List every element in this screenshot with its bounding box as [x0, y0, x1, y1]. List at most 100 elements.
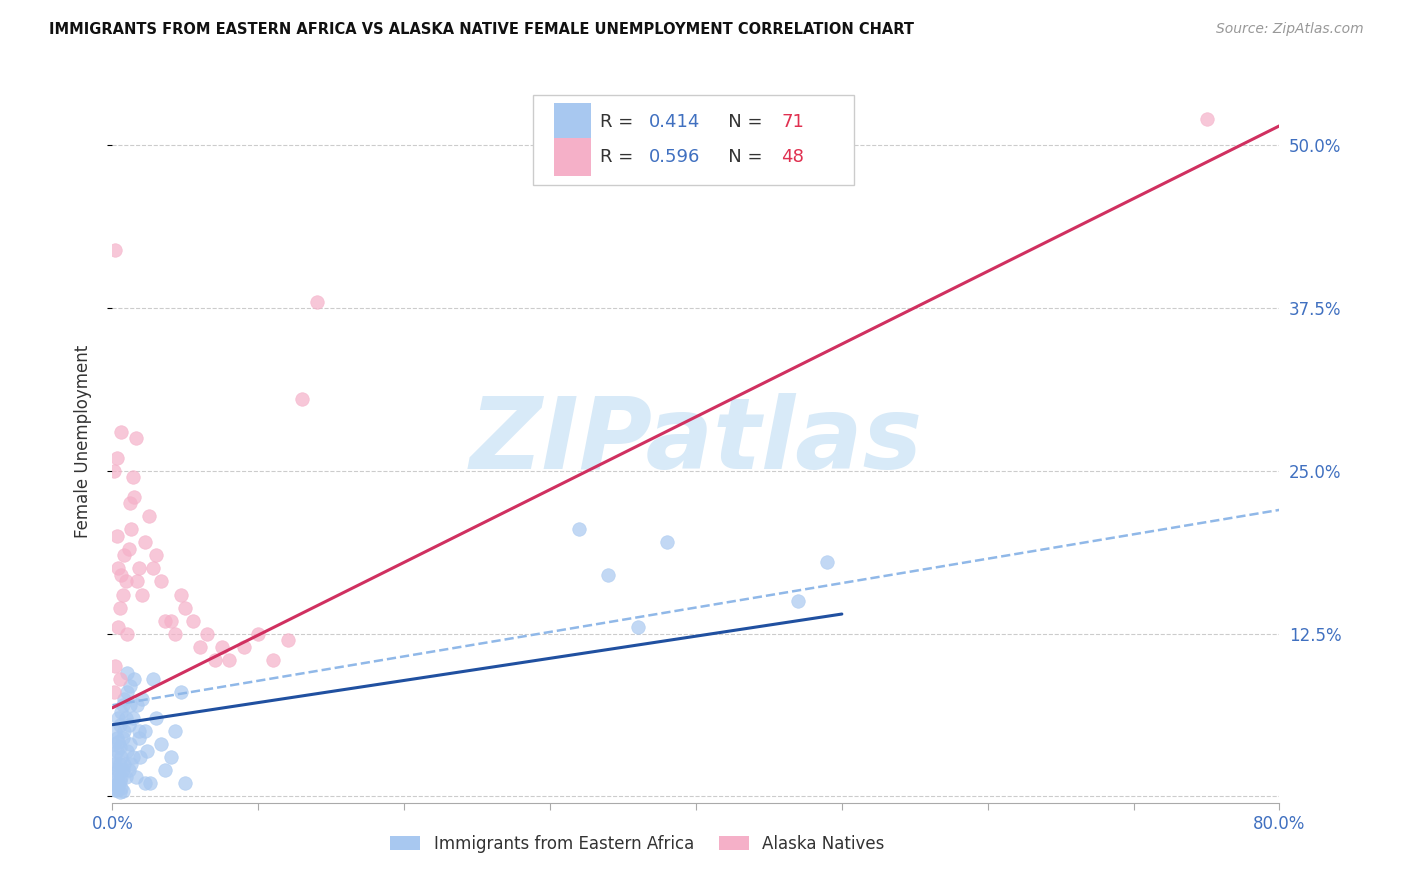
Point [1195, 112, 1218, 127]
Point [118, 496, 141, 510]
FancyBboxPatch shape [533, 95, 853, 185]
Point [110, 425, 132, 439]
Text: R =: R = [600, 148, 640, 166]
Point [104, 782, 127, 797]
Point [247, 626, 270, 640]
Point [107, 561, 129, 575]
Point [103, 685, 125, 699]
Point [165, 626, 187, 640]
Point [139, 776, 162, 790]
Point [114, 770, 136, 784]
Point [160, 750, 183, 764]
Point [107, 711, 129, 725]
Point [103, 464, 125, 478]
Point [127, 698, 149, 713]
Point [118, 679, 141, 693]
Text: 0.414: 0.414 [650, 113, 700, 131]
Point [107, 764, 129, 778]
Point [153, 614, 176, 628]
Point [170, 685, 193, 699]
Text: R =: R = [600, 113, 640, 131]
Point [107, 734, 129, 748]
Point [108, 756, 131, 771]
Point [291, 392, 314, 407]
Point [129, 750, 152, 764]
Point [120, 523, 142, 537]
Point [211, 640, 233, 654]
Text: 71: 71 [782, 113, 804, 131]
Point [136, 744, 159, 758]
Point [105, 529, 128, 543]
Point [655, 535, 678, 549]
Point [125, 431, 148, 445]
Point [104, 724, 127, 739]
Point [111, 698, 134, 713]
Point [131, 691, 153, 706]
Point [128, 561, 150, 575]
Point [170, 587, 193, 601]
Point [120, 756, 142, 771]
Point [174, 776, 197, 790]
Point [105, 779, 128, 793]
Point [218, 652, 240, 666]
Point [131, 587, 153, 601]
Point [115, 626, 138, 640]
Point [114, 711, 136, 725]
Point [115, 665, 138, 680]
Point [107, 779, 129, 793]
Text: N =: N = [711, 113, 769, 131]
Text: 48: 48 [782, 148, 804, 166]
Point [111, 764, 134, 778]
Text: ZIPatlas: ZIPatlas [470, 393, 922, 490]
Point [110, 770, 132, 784]
Point [124, 490, 146, 504]
Point [105, 770, 128, 784]
Point [105, 782, 128, 797]
Point [118, 698, 141, 713]
Point [181, 614, 204, 628]
Point [118, 737, 141, 751]
Point [122, 470, 145, 484]
Point [108, 672, 131, 686]
Point [145, 549, 167, 563]
Point [108, 739, 131, 754]
Point [115, 685, 138, 699]
Point [568, 523, 591, 537]
Point [232, 640, 254, 654]
Point [134, 724, 156, 739]
Point [174, 600, 197, 615]
Point [108, 600, 131, 615]
Point [107, 776, 129, 790]
Point [276, 633, 298, 648]
Point [111, 784, 134, 798]
Point [103, 756, 125, 771]
Legend: Immigrants from Eastern Africa, Alaska Natives: Immigrants from Eastern Africa, Alaska N… [384, 828, 891, 860]
Point [188, 640, 211, 654]
Point [107, 620, 129, 634]
Point [117, 717, 139, 731]
Point [104, 243, 127, 257]
Point [815, 555, 838, 569]
Point [128, 724, 150, 739]
Point [108, 773, 131, 788]
Point [149, 737, 172, 751]
Point [305, 294, 328, 309]
Point [134, 776, 156, 790]
Point [598, 568, 620, 582]
Point [112, 756, 135, 771]
Point [115, 744, 138, 758]
Point [787, 594, 810, 608]
Point [105, 731, 128, 745]
Y-axis label: Female Unemployment: Female Unemployment [73, 345, 91, 538]
Point [127, 574, 149, 589]
Point [110, 705, 132, 719]
Text: IMMIGRANTS FROM EASTERN AFRICA VS ALASKA NATIVE FEMALE UNEMPLOYMENT CORRELATION : IMMIGRANTS FROM EASTERN AFRICA VS ALASKA… [49, 22, 914, 37]
Point [111, 731, 134, 745]
Point [110, 781, 132, 796]
Point [105, 450, 128, 465]
Point [153, 764, 176, 778]
Text: N =: N = [711, 148, 769, 166]
Point [138, 509, 160, 524]
Point [103, 776, 125, 790]
Point [108, 785, 131, 799]
